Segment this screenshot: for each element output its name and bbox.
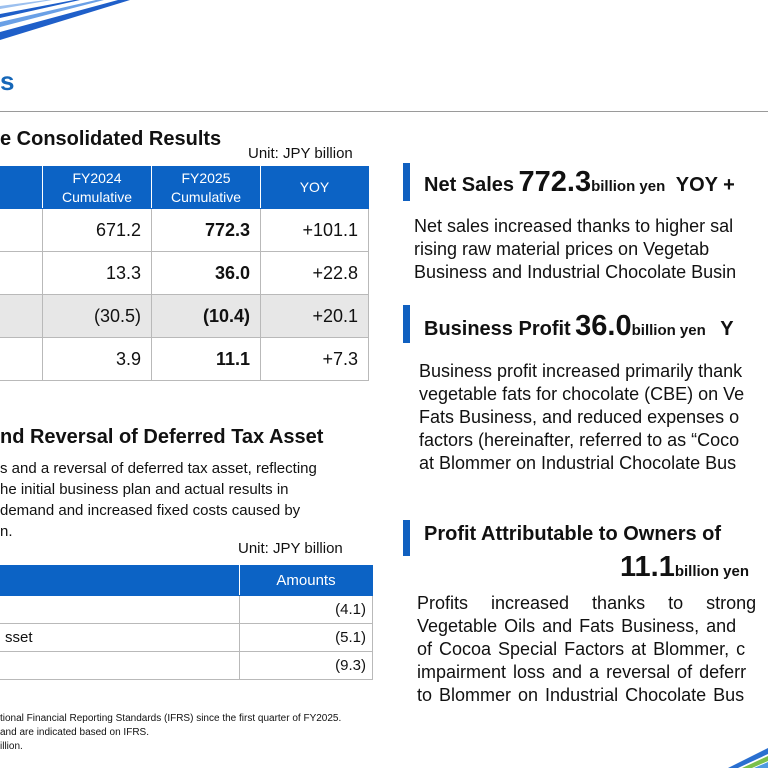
table-row: (30.5) (10.4) +20.1 — [0, 294, 369, 338]
cell-label — [0, 651, 240, 680]
table-row: 13.3 36.0 +22.8 — [0, 251, 369, 295]
results-table: FY2024 Cumulative FY2025 Cumulative YOY … — [0, 166, 369, 381]
accent-bar — [403, 305, 410, 343]
table-row: 3.9 11.1 +7.3 — [0, 337, 369, 381]
cell-fy2025: (10.4) — [151, 294, 261, 338]
page-title: s — [0, 66, 15, 96]
cell-fy2025: 11.1 — [151, 337, 261, 381]
net-sales-value: 772.3 — [518, 166, 592, 198]
table-header-fy2024: FY2024 Cumulative — [42, 166, 152, 209]
table-header-label — [0, 166, 43, 209]
accent-bar — [403, 520, 410, 556]
decorative-stripes-bottom — [728, 748, 768, 768]
cell-yoy: +22.8 — [260, 251, 369, 295]
business-profit-heading: Business Profit 36.0billion yen Y — [424, 310, 734, 342]
cell-yoy: +20.1 — [260, 294, 369, 338]
profit-owners-heading: Profit Attributable to Owners of — [424, 523, 722, 545]
table-header-fy2025: FY2025 Cumulative — [151, 166, 261, 209]
impairment-heading: nd Reversal of Deferred Tax Asset — [0, 426, 324, 448]
footnote: and are indicated based on IFRS. — [0, 727, 149, 738]
table-row: 671.2 772.3 +101.1 — [0, 208, 369, 252]
profit-owners-value: 11.1 — [620, 551, 675, 583]
table-header-yoy: YOY — [260, 166, 369, 209]
cell-fy2025: 36.0 — [151, 251, 261, 295]
cell-fy2024: 671.2 — [42, 208, 152, 252]
cell-yoy: +101.1 — [260, 208, 369, 252]
decorative-stripes-top — [0, 0, 130, 40]
cell-amount: (5.1) — [239, 623, 373, 652]
cell-label: sset — [0, 623, 240, 652]
cell-fy2024: 13.3 — [42, 251, 152, 295]
table-row: (9.3) — [0, 651, 373, 680]
impairment-unit: Unit: JPY billion — [238, 540, 343, 557]
table-row: sset (5.1) — [0, 623, 373, 652]
profit-owners-value-line: 11.1billion yen — [620, 551, 750, 583]
cell-amount: (9.3) — [239, 651, 373, 680]
net-sales-heading: Net Sales 772.3billion yen YOY + — [424, 166, 735, 198]
title-divider — [0, 111, 768, 112]
results-unit: Unit: JPY billion — [248, 145, 353, 162]
table-header-row: Amounts — [0, 565, 373, 596]
table-header-row: FY2024 Cumulative FY2025 Cumulative YOY — [0, 166, 369, 209]
cell-yoy: +7.3 — [260, 337, 369, 381]
footnote: illion. — [0, 741, 23, 752]
net-sales-text: Net sales increased thanks to higher sal… — [414, 216, 737, 282]
cell-amount: (4.1) — [239, 595, 373, 624]
cell-fy2024: 3.9 — [42, 337, 152, 381]
impairment-table: Amounts (4.1) sset (5.1) (9.3) — [0, 565, 373, 680]
cell-label — [0, 595, 240, 624]
accent-bar — [403, 163, 410, 201]
table-row: (4.1) — [0, 595, 373, 624]
business-profit-text: Business profit increased primarily than… — [419, 361, 745, 473]
footnote: tional Financial Reporting Standards (IF… — [0, 713, 342, 724]
business-profit-value: 36.0 — [575, 310, 632, 342]
table-header-amounts: Amounts — [239, 565, 373, 596]
impairment-text: s and a reversal of deferred tax asset, … — [0, 460, 317, 540]
cell-fy2025: 772.3 — [151, 208, 261, 252]
cell-fy2024: (30.5) — [42, 294, 152, 338]
results-heading: e Consolidated Results — [0, 128, 222, 150]
profit-owners-text: Profits increased thanks to strong Veget… — [417, 593, 757, 705]
